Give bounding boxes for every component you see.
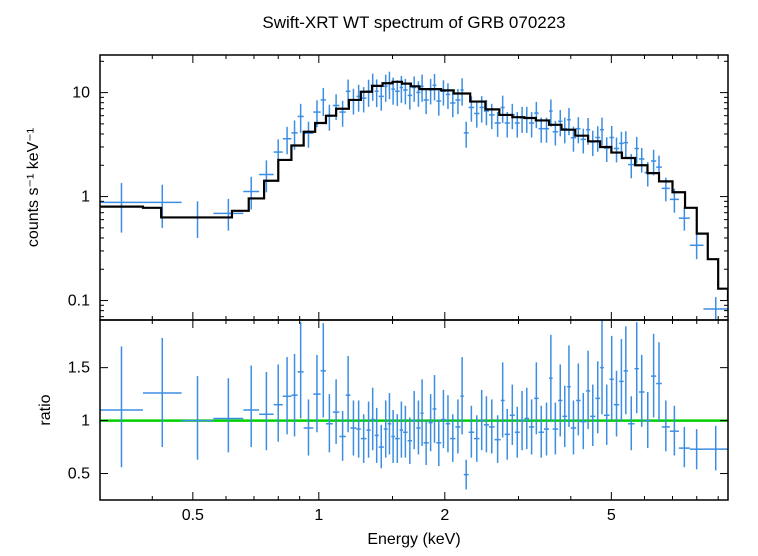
ratio-tick-label: 1.5 [68,360,90,377]
plot-title: Swift-XRT WT spectrum of GRB 070223 [262,13,565,32]
x-tick-label: 1 [314,507,323,524]
x-tick-label: 0.5 [182,507,204,524]
y-axis-label-top: counts s⁻¹ keV⁻¹ [25,128,42,247]
model-curve [100,82,728,301]
x-tick-label: 2 [440,507,449,524]
ratio-tick-label: 1 [81,413,90,430]
ratio-tick-label: 0.5 [68,466,90,483]
x-axis-label: Energy (keV) [367,531,460,548]
y-tick-label: 0.1 [68,293,90,310]
y-tick-label: 1 [81,189,90,206]
spectrum-chart: Swift-XRT WT spectrum of GRB 070223 0.5 1 2… [0,0,758,556]
y-axis-label-bottom: ratio [37,394,54,425]
x-tick-label: 5 [607,507,616,524]
y-tick-label: 10 [72,85,90,102]
